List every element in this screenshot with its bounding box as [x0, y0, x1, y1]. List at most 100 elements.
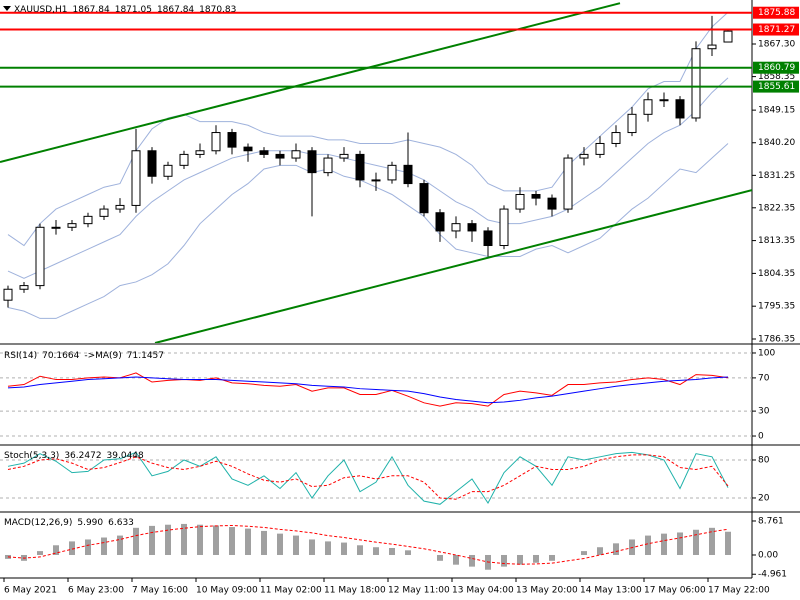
candle-body — [51, 226, 61, 229]
header-item: 36.2472 — [64, 451, 101, 461]
header-item: 5.990 — [77, 518, 103, 528]
histogram-bar — [661, 533, 667, 555]
candle-body — [371, 179, 381, 182]
candle-body — [259, 150, 269, 155]
x-tick-label: 7 May 16:00 — [132, 586, 188, 596]
x-tick-label: 6 May 23:00 — [68, 586, 124, 596]
header-item: 1870.83 — [199, 5, 236, 15]
candle-body — [579, 153, 589, 159]
histogram-bar — [261, 530, 267, 555]
x-tick-label: 17 May 22:00 — [708, 586, 770, 596]
header-item: 1871.05 — [115, 5, 152, 15]
histogram-bar — [293, 535, 299, 555]
panel-header: Stoch(5,3,3) 36.2472 39.0448 — [4, 451, 144, 461]
x-tick-label: 13 May 20:00 — [516, 586, 578, 596]
candle-body — [307, 150, 317, 174]
level-label-box — [753, 6, 799, 19]
histogram-bar — [581, 551, 587, 555]
candle-body — [3, 288, 13, 301]
y-tick-label: -4.961 — [758, 570, 787, 580]
header-item: RSI(14) — [4, 351, 37, 361]
histogram-bar — [53, 545, 59, 555]
y-tick-label: 8.761 — [758, 516, 784, 526]
candle-body — [147, 150, 157, 177]
indicator-line — [7, 451, 729, 505]
histogram-bar — [453, 554, 459, 565]
histogram-bar — [149, 525, 155, 555]
candle-body — [179, 153, 189, 166]
candle-body — [35, 226, 45, 287]
header-item: 1867.84 — [73, 5, 110, 15]
bollinger-band — [7, 77, 729, 279]
y-tick-label: 1858.35 — [758, 72, 795, 82]
candle-body — [275, 153, 285, 159]
candle-body — [99, 208, 109, 217]
candle-body — [195, 150, 205, 155]
histogram-bar — [517, 554, 523, 565]
x-tick-label: 6 May 2021 — [4, 586, 57, 596]
histogram-bar — [85, 539, 91, 555]
histogram-bar — [613, 543, 619, 555]
candle-body — [131, 150, 141, 206]
panel-header: XAUUSD,H1 1867.84 1871.05 1867.84 1870.83 — [14, 5, 236, 15]
y-tick-label: 20 — [758, 493, 770, 503]
candle-body — [211, 132, 221, 152]
y-tick-label: 30 — [758, 407, 770, 417]
y-tick-label: 1822.35 — [758, 203, 795, 213]
candle-body — [515, 193, 525, 210]
candle-body — [627, 113, 637, 134]
header-item: 71.1457 — [127, 351, 164, 361]
candle-body — [227, 132, 237, 148]
panel-header: MACD(12,26,9) 5.990 6.633 — [4, 518, 134, 528]
candle-body — [675, 99, 685, 119]
signal-line — [7, 524, 729, 565]
candle-body — [595, 142, 605, 155]
y-tick-label: 1804.35 — [758, 269, 795, 279]
histogram-bar — [533, 554, 539, 563]
histogram-bar — [69, 541, 75, 555]
candle-body — [403, 164, 413, 185]
y-tick-label: 1849.15 — [758, 106, 795, 116]
candle-body — [547, 197, 557, 210]
candle-body — [419, 183, 429, 214]
y-tick-label: 1813.35 — [758, 236, 795, 246]
histogram-bar — [325, 541, 331, 555]
histogram-bar — [133, 527, 139, 555]
y-tick-label: 1867.30 — [758, 39, 795, 49]
x-tick-label: 17 May 06:00 — [644, 586, 706, 596]
y-tick-label: 1795.35 — [758, 302, 795, 312]
x-tick-label: 11 May 02:00 — [260, 586, 322, 596]
level-label-box — [753, 23, 799, 36]
y-tick-label: 1840.20 — [758, 138, 795, 148]
indicator-line — [7, 454, 729, 500]
candle-body — [163, 164, 173, 177]
candle-body — [531, 193, 541, 199]
header-item: 1867.84 — [157, 5, 194, 15]
menu-arrow[interactable] — [3, 6, 11, 11]
histogram-bar — [101, 537, 107, 555]
histogram-bar — [245, 528, 251, 555]
histogram-bar — [373, 547, 379, 555]
candle-body — [67, 223, 77, 228]
x-tick-label: 10 May 09:00 — [196, 586, 258, 596]
histogram-bar — [389, 547, 395, 555]
header-item: 70.1664 — [42, 351, 79, 361]
x-tick-label: 13 May 04:00 — [452, 586, 514, 596]
histogram-bar — [645, 535, 651, 555]
candle-body — [339, 153, 349, 159]
candle-body — [643, 99, 653, 115]
histogram-bar — [117, 535, 123, 555]
candle-body — [243, 146, 253, 152]
histogram-bar — [213, 525, 219, 555]
candle-body — [387, 164, 397, 181]
y-tick-label: 100 — [758, 348, 775, 358]
histogram-bar — [549, 554, 555, 561]
candle-body — [691, 48, 701, 119]
histogram-bar — [501, 554, 507, 567]
y-tick-label: 1831.25 — [758, 171, 795, 181]
histogram-bar — [181, 523, 187, 555]
header-item: MACD(12,26,9) — [4, 518, 72, 528]
histogram-bar — [357, 545, 363, 555]
